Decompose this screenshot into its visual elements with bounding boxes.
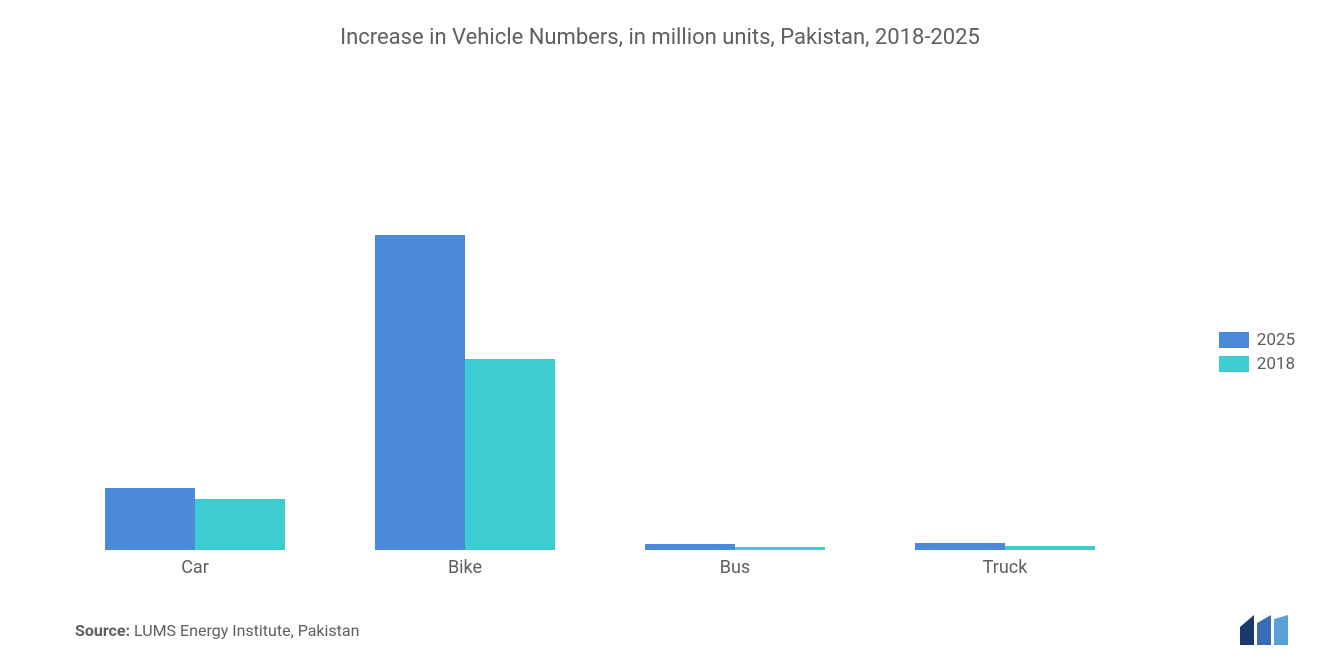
category-label: Bike [330,557,600,578]
bar-group-truck: Truck [870,100,1140,550]
bar-bike-2018 [465,359,555,550]
bar-bus-2025 [645,544,735,550]
brand-logo [1240,615,1290,645]
category-label: Bus [600,557,870,578]
legend: 2025 2018 [1219,330,1295,378]
bar-group-bike: Bike [330,100,600,550]
chart-area: CarBikeBusTruck 2025 2018 [0,60,1320,580]
source-attribution: Source: LUMS Energy Institute, Pakistan [75,621,359,640]
bar-group-car: Car [60,100,330,550]
legend-swatch [1219,332,1249,348]
bar-car-2018 [195,499,285,550]
source-text: LUMS Energy Institute, Pakistan [130,621,359,640]
plot-area: CarBikeBusTruck [60,100,1140,550]
bar-car-2025 [105,488,195,550]
bar-bus-2018 [735,547,825,550]
bar-truck-2025 [915,543,1005,550]
legend-label: 2025 [1257,330,1295,350]
legend-item-2025: 2025 [1219,330,1295,350]
legend-swatch [1219,356,1249,372]
source-prefix: Source: [75,621,130,640]
legend-item-2018: 2018 [1219,354,1295,374]
chart-title: Increase in Vehicle Numbers, in million … [0,0,1320,60]
bar-truck-2018 [1005,546,1095,551]
bar-group-bus: Bus [600,100,870,550]
category-label: Truck [870,557,1140,578]
category-label: Car [60,557,330,578]
bar-bike-2025 [375,235,465,550]
legend-label: 2018 [1257,354,1295,374]
